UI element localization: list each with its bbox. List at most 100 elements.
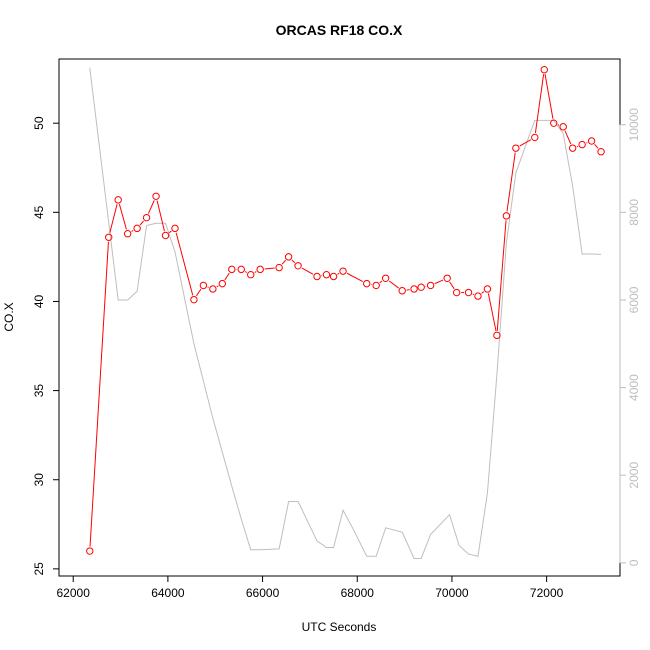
primary-series-segment (337, 272, 340, 275)
primary-data-point (322, 271, 331, 279)
primary-series-segment (496, 220, 507, 331)
secondary-series-line (89, 67, 602, 559)
primary-data-point (578, 140, 586, 149)
y2-tick-label: 10000 (627, 108, 641, 142)
y-axis-title: CO.X (2, 302, 16, 331)
y-axis-right: 0 2000 4000 6000 8000 10000 (619, 108, 641, 566)
x-axis-title: UTC Seconds (302, 620, 377, 634)
primary-series-segment (168, 230, 172, 234)
y-tick-label: 45 (32, 205, 46, 219)
primary-data-point (86, 547, 94, 555)
primary-series-segment (147, 200, 155, 214)
primary-data-point (284, 253, 293, 261)
primary-series-segment (156, 200, 165, 232)
primary-data-point (410, 285, 418, 293)
y-tick-label: 35 (32, 384, 46, 398)
primary-data-point (142, 213, 151, 222)
primary-data-point (443, 274, 451, 282)
y2-tick-label: 2000 (627, 462, 641, 489)
primary-data-point (228, 265, 236, 274)
y2-tick-label: 8000 (627, 199, 641, 226)
primary-series-layer (86, 65, 605, 555)
x-tick-label: 62000 (57, 586, 91, 600)
y-tick-label: 25 (32, 562, 46, 576)
chart-title: ORCAS RF18 CO.X (276, 22, 403, 38)
plot-frame (58, 58, 621, 577)
primary-series-segment (487, 293, 497, 332)
primary-series-segment (519, 139, 532, 147)
primary-data-point (247, 271, 255, 279)
primary-data-point (587, 137, 596, 145)
y2-tick-label: 6000 (627, 286, 641, 313)
y-tick-label: 50 (32, 116, 46, 130)
y-tick-label: 30 (32, 473, 46, 487)
primary-series-segment (264, 267, 275, 270)
primary-series-segment (301, 267, 314, 275)
primary-data-point (329, 272, 338, 281)
primary-data-point (237, 265, 245, 274)
y2-tick-label: 4000 (627, 374, 641, 401)
primary-data-point (114, 196, 122, 204)
primary-data-point (568, 144, 577, 152)
x-axis: 62000 64000 66000 68000 70000 72000 (57, 575, 564, 600)
primary-series-segment (434, 279, 444, 285)
primary-series-segment (195, 288, 202, 297)
primary-data-point (464, 288, 473, 297)
primary-data-point (171, 224, 179, 233)
primary-data-point (105, 233, 113, 241)
primary-data-point (426, 281, 435, 290)
primary-series-segment (506, 152, 516, 212)
primary-data-point (372, 281, 380, 290)
primary-data-point (313, 272, 321, 281)
primary-data-point (363, 279, 371, 288)
primary-data-point (452, 288, 461, 297)
primary-series-segment (379, 280, 383, 284)
y2-tick-label: 0 (627, 559, 641, 566)
x-tick-label: 64000 (151, 586, 185, 600)
primary-data-point (218, 279, 227, 288)
y-axis-left: 25 30 35 40 45 50 (32, 116, 60, 576)
primary-data-point (381, 274, 390, 282)
primary-data-point (152, 192, 160, 200)
primary-data-point (540, 65, 548, 74)
x-tick-label: 68000 (341, 586, 375, 600)
primary-series-segment (244, 271, 248, 273)
primary-series-segment (254, 271, 257, 273)
primary-series-segment (594, 144, 599, 149)
primary-data-point (512, 144, 520, 152)
primary-series-segment (481, 291, 485, 294)
primary-series-segment (281, 259, 286, 265)
primary-series-segment (544, 74, 554, 119)
primary-data-point (209, 285, 217, 293)
primary-data-point (550, 119, 558, 127)
primary-series-segment (109, 204, 118, 234)
primary-series-segment (118, 204, 127, 230)
primary-data-point (161, 231, 170, 240)
primary-data-point (133, 224, 141, 233)
primary-series-segment (449, 281, 455, 290)
x-tick-label: 66000 (246, 586, 280, 600)
primary-series-segment (291, 259, 296, 264)
primary-data-point (483, 285, 492, 293)
primary-data-point (531, 133, 539, 142)
primary-data-point (502, 212, 511, 220)
primary-data-point (294, 262, 302, 270)
primary-series-segment (346, 272, 363, 282)
primary-data-point (559, 123, 567, 131)
primary-series-segment (224, 272, 230, 281)
primary-series-segment (534, 74, 545, 134)
primary-data-point (199, 281, 208, 290)
secondary-series-layer (89, 67, 602, 559)
primary-series-segment (564, 130, 572, 145)
primary-data-point (597, 148, 605, 156)
y-tick-label: 40 (32, 294, 46, 308)
primary-series-segment (216, 285, 219, 288)
primary-data-point (417, 283, 425, 291)
primary-series-segment (131, 230, 134, 232)
primary-series-segment (175, 232, 194, 296)
primary-data-point (398, 287, 406, 295)
primary-data-point (256, 265, 264, 274)
primary-series-segment (139, 220, 144, 226)
primary-data-point (275, 263, 283, 272)
